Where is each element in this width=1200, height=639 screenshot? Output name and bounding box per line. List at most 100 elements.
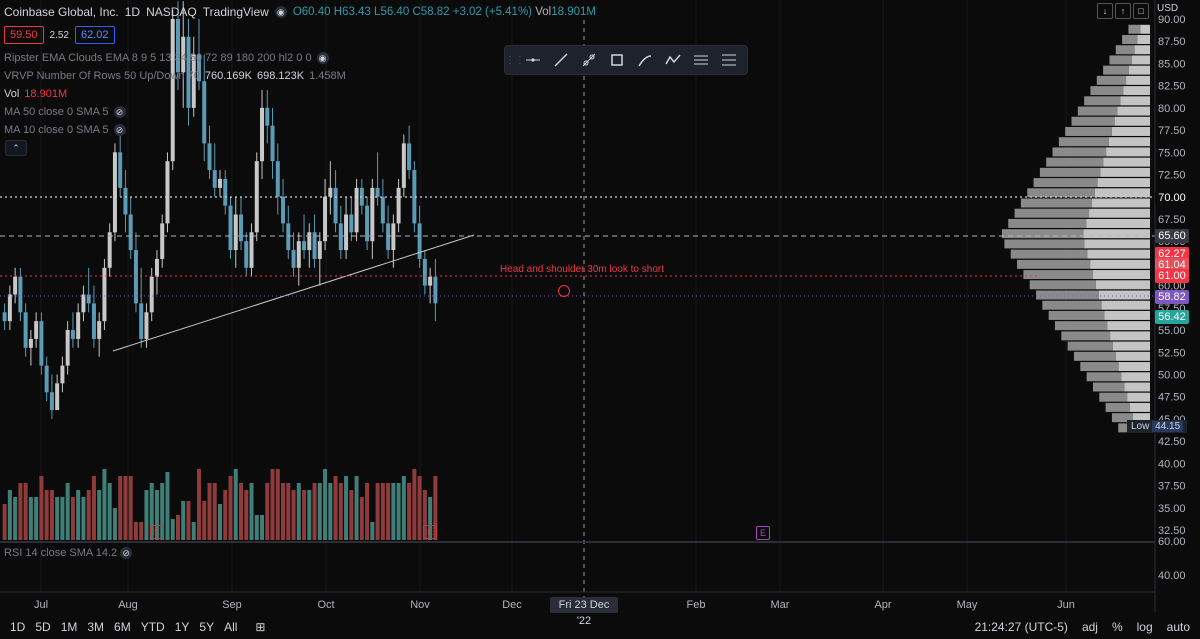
profile-up-bar [1103,65,1129,75]
price-tag: 62.27 [1155,247,1189,261]
eye-off-icon[interactable]: ⊘ [113,124,126,136]
profile-down-bar [1121,372,1150,382]
timeframe-ytd[interactable]: YTD [140,620,165,634]
interval[interactable]: 1D [124,5,141,19]
adj-toggle[interactable]: adj [1081,620,1098,634]
ripster-indicator[interactable]: Ripster EMA Clouds EMA 8 9 5 13 34 50 72… [4,49,596,67]
maximize-icon[interactable]: □ [1133,3,1149,19]
ray-icon[interactable] [575,46,603,74]
ma50-indicator[interactable]: MA 50 close 0 SMA 5 ⊘ [4,103,596,121]
volume-bar [118,476,123,540]
rectangle-icon[interactable] [603,46,631,74]
candle-body [49,392,54,411]
trend-line[interactable] [112,234,475,352]
drag-handle-icon[interactable]: ⋮⋮ [505,54,525,66]
y-tick-label: 55.00 [1158,325,1186,337]
eye-off-icon[interactable]: ⊘ [113,106,126,118]
y-tick-label: 47.50 [1158,392,1186,404]
profile-up-bar [1080,362,1119,372]
volume-bar [107,483,112,540]
earnings-marker[interactable]: E [423,525,437,539]
fib-icon[interactable] [715,46,743,74]
candle-body [307,232,312,251]
collapse-legend-button[interactable]: ⌃ [5,140,27,156]
timeframe-all[interactable]: All [224,620,238,634]
timeframe-6m[interactable]: 6M [114,620,131,634]
earnings-marker[interactable]: E [756,526,770,540]
source: TradingView [202,5,269,19]
profile-down-bar [1100,167,1150,177]
earnings-marker[interactable]: E [150,525,164,539]
candle-body [165,161,170,224]
x-tick-label: Dec [502,599,522,611]
profile-up-bar [1090,86,1124,96]
volume-bar [81,497,86,540]
profile-up-bar [1105,402,1131,412]
volume-bar [359,497,364,540]
profile-down-bar [1124,382,1150,392]
vol-indicator[interactable]: Vol 18.901M [4,88,68,100]
y-tick-label: 37.50 [1158,481,1186,493]
timeframe-5d[interactable]: 5D [35,620,51,634]
brush-icon[interactable] [631,46,659,74]
rsi-tick-label: 40.00 [1158,570,1186,582]
x-tick-label: Sep [222,599,242,611]
open-value: O60.40 [292,6,331,18]
candle-body [323,196,328,242]
calendar-icon[interactable]: ⊞ [255,620,266,634]
candle-body [2,312,7,322]
volume-bar [254,515,259,540]
timeframe-1m[interactable]: 1M [60,620,78,634]
timeframe-5y[interactable]: 5Y [199,620,215,634]
volume-bar [13,497,18,540]
profile-up-bar [1092,382,1125,392]
volume-bar [170,519,175,540]
auto-toggle[interactable]: auto [1166,620,1190,634]
profile-down-bar [1107,321,1150,331]
profile-down-bar [1097,178,1150,188]
currency-selector[interactable]: USD [1157,3,1179,14]
profile-down-bar [1083,229,1150,239]
candle-body [55,383,60,411]
buy-button[interactable]: 62.02 [75,26,115,44]
timeframe-1d[interactable]: 1D [10,620,26,634]
sell-button[interactable]: 59.50 [4,26,44,44]
candle-body [160,223,165,259]
chart-annotation[interactable]: Head and shoulder 30m look to short [500,264,664,275]
parallel-channel-icon[interactable] [687,46,715,74]
ma10-indicator[interactable]: MA 10 close 0 SMA 5 ⊘ [4,121,596,139]
legend: Coinbase Global, Inc. 1D NASDAQ TradingV… [4,3,596,139]
profile-up-bar [1052,147,1107,157]
vrvp-indicator[interactable]: VRVP Number Of Rows 50 Up/Down 70 760.169… [4,70,346,82]
price-tag: 70.00 [1155,191,1189,205]
visibility-icon[interactable]: ◉ [274,6,287,18]
scroll-up-icon[interactable]: ↑ [1115,3,1131,19]
volume-bar [286,483,291,540]
horizontal-line-icon[interactable] [519,46,547,74]
log-toggle[interactable]: log [1136,620,1153,634]
alarm-icon[interactable] [558,285,570,297]
rsi-indicator[interactable]: RSI 14 close SMA 14.2 ⊘ [4,547,133,559]
symbol-name[interactable]: Coinbase Global, Inc. [4,5,119,19]
volume-bar [244,490,249,540]
percent-toggle[interactable]: % [1111,620,1123,634]
close-value: C58.82 [412,6,450,18]
profile-down-bar [1086,218,1150,228]
timeframe-1y[interactable]: 1Y [174,620,190,634]
x-tick-label: Jun [1057,599,1075,611]
volume-bar [202,501,207,540]
y-tick-label: 60.00 [1158,281,1186,293]
clock[interactable]: 21:24:27 (UTC-5) [974,620,1068,634]
path-icon[interactable] [659,46,687,74]
eye-icon[interactable]: ◉ [316,52,329,64]
y-tick-label: 90.00 [1158,14,1186,26]
scroll-down-icon[interactable]: ↓ [1097,3,1113,19]
trend-line-icon[interactable] [547,46,575,74]
x-tick-label: Apr [874,599,891,611]
volume-bar [91,476,96,540]
profile-down-bar [1110,331,1150,341]
timeframe-3m[interactable]: 3M [87,620,105,634]
eye-off-icon[interactable]: ⊘ [120,547,133,559]
volume-bar [354,476,359,540]
